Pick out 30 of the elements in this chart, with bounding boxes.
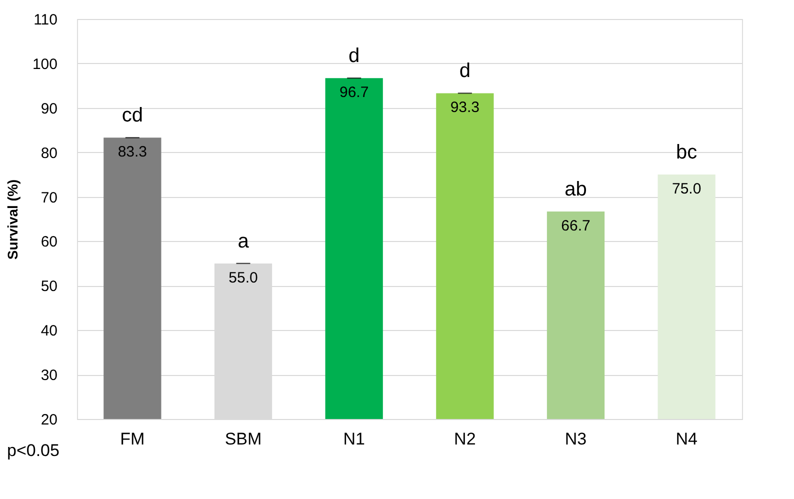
data-label: 66.7: [561, 217, 590, 234]
y-tick-label: 40: [40, 322, 58, 340]
data-label: 83.3: [118, 144, 148, 161]
x-tick-label: SBM: [224, 430, 262, 448]
y-tick-label: 50: [40, 278, 58, 296]
y-tick-label: 90: [40, 100, 58, 118]
y-tick-label: 70: [40, 189, 58, 206]
x-tick-label: N1: [343, 430, 365, 448]
annotation: d: [348, 45, 360, 68]
annotation: a: [238, 230, 250, 252]
y-tick-label: 110: [34, 12, 58, 28]
annotation: cd: [122, 104, 143, 127]
x-tick-label: FM: [120, 430, 145, 448]
y-tick-label: 80: [40, 144, 58, 162]
annotation: d: [459, 60, 470, 82]
data-label: 55.0: [228, 269, 258, 286]
y-tick-label: 20: [40, 412, 58, 428]
data-label: 93.3: [450, 99, 480, 116]
y-tick-label: 30: [40, 367, 58, 384]
y-axis-title: Survival (%): [4, 179, 20, 260]
y-tick-label: 60: [40, 234, 58, 251]
annotation: bc: [676, 142, 698, 164]
x-tick-label: N3: [564, 430, 587, 448]
x-tick-label: N2: [454, 430, 476, 448]
data-label: 96.7: [339, 84, 369, 102]
y-tick-label: 100: [32, 56, 58, 73]
x-tick-label: N4: [676, 430, 698, 448]
text: p<0.05: [7, 441, 60, 460]
data-label: 75.0: [672, 180, 702, 198]
annotation: ab: [564, 178, 587, 200]
